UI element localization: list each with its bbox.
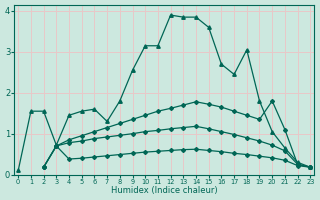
X-axis label: Humidex (Indice chaleur): Humidex (Indice chaleur) [111, 186, 218, 195]
